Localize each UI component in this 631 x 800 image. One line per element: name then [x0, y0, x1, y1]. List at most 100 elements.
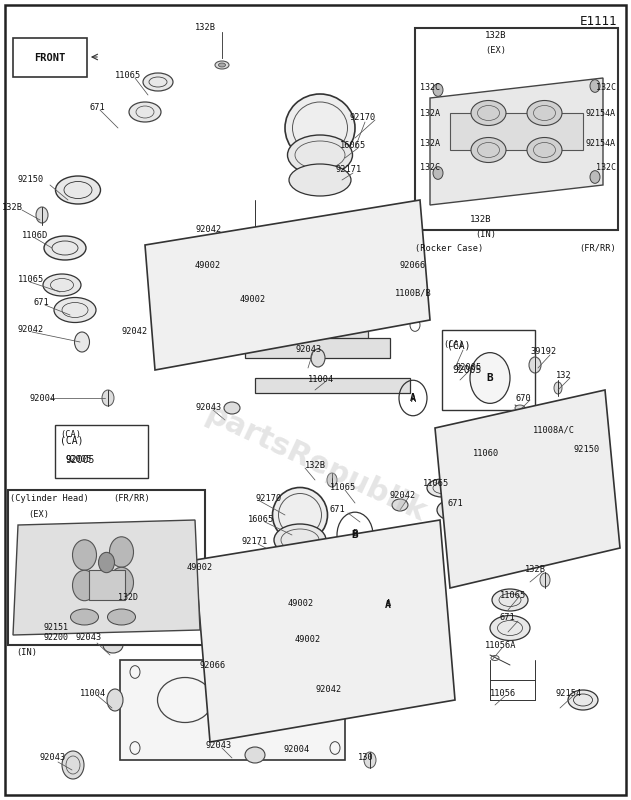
Text: 11004: 11004	[80, 689, 106, 698]
Circle shape	[470, 432, 490, 458]
Circle shape	[470, 507, 490, 533]
Circle shape	[301, 309, 311, 322]
Text: (Rocker Case): (Rocker Case)	[415, 243, 483, 253]
Ellipse shape	[281, 299, 299, 311]
Polygon shape	[195, 520, 455, 742]
Ellipse shape	[492, 589, 528, 611]
Polygon shape	[435, 390, 620, 588]
Circle shape	[225, 309, 235, 322]
Circle shape	[470, 353, 510, 403]
Ellipse shape	[427, 479, 457, 497]
Polygon shape	[13, 520, 200, 635]
Text: B: B	[487, 373, 493, 383]
Text: 1100B/B: 1100B/B	[395, 289, 432, 298]
Text: (FR/RR): (FR/RR)	[113, 494, 150, 502]
Ellipse shape	[218, 63, 225, 67]
Text: 132: 132	[556, 370, 572, 379]
Ellipse shape	[579, 451, 611, 473]
Ellipse shape	[129, 102, 161, 122]
Text: 11004: 11004	[308, 375, 334, 385]
Ellipse shape	[386, 240, 400, 250]
Text: 92004: 92004	[283, 746, 309, 754]
Circle shape	[330, 664, 340, 676]
Text: 11065: 11065	[115, 70, 141, 79]
Text: (FR/RR): (FR/RR)	[579, 243, 616, 253]
Polygon shape	[145, 200, 430, 370]
Circle shape	[339, 309, 349, 322]
Polygon shape	[430, 78, 603, 205]
Ellipse shape	[269, 272, 287, 284]
Ellipse shape	[225, 256, 265, 284]
Text: FRONT: FRONT	[34, 53, 66, 63]
Text: 132B: 132B	[485, 31, 507, 41]
Circle shape	[370, 664, 380, 676]
Ellipse shape	[527, 138, 562, 162]
Text: 92043: 92043	[195, 403, 221, 413]
Ellipse shape	[175, 256, 215, 284]
Text: 92171: 92171	[242, 538, 268, 546]
Ellipse shape	[102, 390, 114, 406]
Text: 92005: 92005	[65, 455, 95, 465]
Ellipse shape	[107, 689, 123, 711]
Bar	[55, 425, 148, 478]
Circle shape	[98, 552, 114, 573]
Text: 49002: 49002	[240, 295, 266, 305]
Circle shape	[505, 470, 525, 496]
Circle shape	[538, 415, 558, 441]
Text: (CA): (CA)	[60, 435, 83, 445]
Text: 92150: 92150	[573, 446, 599, 454]
Bar	[230, 645, 415, 695]
Text: (CA): (CA)	[443, 341, 464, 350]
Text: 671: 671	[33, 298, 49, 307]
Text: A: A	[386, 598, 391, 607]
Text: E1111: E1111	[580, 15, 618, 28]
Ellipse shape	[437, 499, 473, 521]
Ellipse shape	[143, 73, 173, 91]
Text: 670: 670	[515, 394, 531, 402]
Ellipse shape	[224, 402, 240, 414]
Text: partsRepublik: partsRepublik	[200, 400, 431, 528]
Ellipse shape	[56, 176, 100, 204]
Text: 132D: 132D	[118, 593, 138, 602]
Text: 92154A: 92154A	[586, 109, 616, 118]
Text: 92170: 92170	[350, 114, 376, 122]
Ellipse shape	[107, 609, 136, 625]
Text: 11065: 11065	[330, 482, 357, 491]
Text: 11060: 11060	[473, 449, 499, 458]
Text: 132C: 132C	[420, 163, 440, 173]
Text: A: A	[410, 393, 416, 403]
Circle shape	[590, 170, 600, 183]
Ellipse shape	[384, 267, 406, 289]
Text: 92043: 92043	[205, 741, 231, 750]
Ellipse shape	[62, 751, 84, 779]
Text: 11056A: 11056A	[485, 641, 517, 650]
Text: 92200: 92200	[43, 633, 68, 642]
Ellipse shape	[294, 602, 312, 614]
Text: 132C: 132C	[596, 163, 616, 173]
Text: 92151: 92151	[43, 622, 68, 631]
Ellipse shape	[321, 605, 359, 631]
Circle shape	[110, 537, 134, 567]
Ellipse shape	[221, 605, 259, 631]
Ellipse shape	[471, 101, 506, 126]
Text: 92005: 92005	[452, 365, 481, 375]
Bar	[120, 660, 345, 760]
Ellipse shape	[207, 657, 229, 673]
Text: 92154A: 92154A	[586, 138, 616, 147]
Ellipse shape	[288, 135, 353, 175]
Ellipse shape	[392, 499, 408, 511]
Text: 11056: 11056	[490, 689, 516, 698]
Text: 92042: 92042	[195, 226, 221, 234]
Text: 92043: 92043	[295, 346, 321, 354]
Ellipse shape	[364, 752, 376, 768]
Text: 92005: 92005	[455, 362, 481, 371]
Ellipse shape	[273, 487, 327, 542]
Ellipse shape	[540, 573, 550, 587]
Ellipse shape	[554, 382, 562, 394]
Ellipse shape	[36, 207, 48, 223]
Text: (CA): (CA)	[447, 340, 471, 350]
Ellipse shape	[247, 249, 262, 261]
Bar	[8, 490, 205, 645]
Ellipse shape	[527, 101, 562, 126]
Ellipse shape	[271, 605, 309, 631]
